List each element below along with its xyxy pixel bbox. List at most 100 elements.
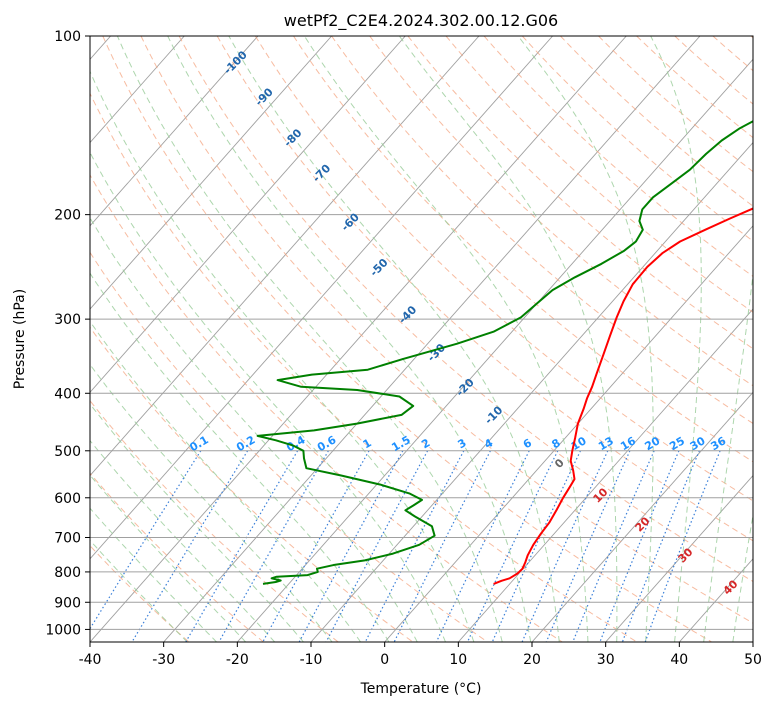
moist-adiabat xyxy=(90,363,333,642)
mixing-ratio-line xyxy=(621,450,700,642)
y-tick-label: 1000 xyxy=(45,622,81,638)
dry-adiabat-label: -60 xyxy=(339,210,362,233)
dry-adiabat-label: -20 xyxy=(454,376,477,399)
isotherm-line xyxy=(90,36,406,393)
mixing-ratio-line xyxy=(262,450,370,642)
mixing-ratio-line xyxy=(325,450,429,642)
x-tick-label: 20 xyxy=(523,652,541,668)
dry-adiabat xyxy=(750,36,753,39)
mixing-ratio-line xyxy=(364,450,465,642)
dry-adiabat xyxy=(407,36,753,350)
mixing-ratio-line xyxy=(435,450,530,642)
isotherm-line xyxy=(457,308,753,642)
dry-adiabat xyxy=(90,92,638,642)
moist-adiabat-label: 40 xyxy=(721,577,741,597)
moist-adiabat xyxy=(167,36,532,642)
y-axis-label: Pressure (hPa) xyxy=(12,289,28,389)
dry-adiabat-label: -70 xyxy=(310,161,333,184)
moist-adiabat xyxy=(90,70,475,642)
y-tick-label: 800 xyxy=(54,565,81,581)
dry-adiabat xyxy=(254,36,753,502)
isotherm-line xyxy=(163,36,701,642)
mixing-ratio-line xyxy=(491,450,582,642)
dry-adiabat xyxy=(293,36,753,463)
isotherm-line xyxy=(90,36,480,477)
isotherm-line xyxy=(384,225,753,642)
dry-adiabat xyxy=(483,36,753,277)
dry-adiabat xyxy=(521,36,753,242)
dry-adiabat xyxy=(90,399,339,642)
temperature-profile-line xyxy=(493,207,753,585)
x-tick-label: -20 xyxy=(226,652,249,668)
dry-adiabat-label: -100 xyxy=(221,48,250,77)
isotherm-line xyxy=(90,36,185,144)
moist-adiabat xyxy=(90,216,418,642)
dry-adiabat xyxy=(90,472,264,642)
y-tick-label: 700 xyxy=(54,531,81,547)
moist-adiabat xyxy=(517,36,654,642)
y-tick-label: 100 xyxy=(54,29,81,45)
moist-adiabat xyxy=(90,507,217,642)
isotherm-line xyxy=(605,474,753,642)
moist-adiabat xyxy=(228,36,560,642)
mixing-ratio-line xyxy=(572,450,655,642)
moist-adiabat-label: 30 xyxy=(676,545,696,565)
mixing-ratio-label: 6 xyxy=(521,436,534,451)
dry-adiabat xyxy=(90,544,190,642)
moist-adiabat xyxy=(90,403,304,642)
moist-adiabat xyxy=(116,36,503,642)
dry-adiabat xyxy=(90,251,488,642)
y-tick-label: 600 xyxy=(54,491,81,507)
plot-frame xyxy=(89,35,754,643)
x-tick-label: 10 xyxy=(449,652,467,668)
mixing-ratio-line xyxy=(131,450,249,642)
moist-adiabat xyxy=(650,36,702,642)
chart-title: wetPf2_C2E4.2024.302.00.12.G06 xyxy=(284,11,558,31)
x-tick-label: 40 xyxy=(670,652,688,668)
moist-adiabat xyxy=(90,320,361,642)
x-tick-label: -40 xyxy=(79,652,102,668)
dry-adiabat xyxy=(216,36,753,542)
mixing-ratio-line xyxy=(521,450,609,642)
dry-adiabat xyxy=(90,174,563,642)
dry-adiabat xyxy=(636,36,753,139)
moist-adiabat xyxy=(90,272,390,642)
pressure-grid xyxy=(90,36,753,630)
mixing-ratio-line xyxy=(466,450,559,642)
moist-adiabat xyxy=(90,474,247,642)
mixing-ratio-line xyxy=(599,450,680,642)
dry-adiabat-label: -10 xyxy=(482,403,505,426)
moist-adiabat xyxy=(90,439,276,642)
dry-adiabat-label: -90 xyxy=(253,85,276,108)
dewpoint-profile-line xyxy=(256,120,753,585)
adiabat-labels: 0.1 0.2 0.4 0.6 1 1.5 2 3 4 6 8 10 13 16 20 25 30 36-100-… xyxy=(187,48,740,597)
mixing-ratio-line xyxy=(298,450,404,642)
moist-adiabat-lines xyxy=(90,36,753,642)
y-axis: 100 200 300 400 500 600 700 800 900 1000 xyxy=(45,29,90,638)
mixing-ratio-label: 2 xyxy=(419,436,432,451)
isotherm-line xyxy=(90,36,553,560)
dry-adiabat xyxy=(369,36,753,387)
mixing-ratio-line xyxy=(185,450,299,642)
mixing-ratio-line xyxy=(218,450,329,642)
isotherm-lines xyxy=(90,36,753,642)
dry-adiabat xyxy=(90,326,414,642)
moist-adiabat xyxy=(703,270,753,642)
y-tick-label: 300 xyxy=(54,312,81,328)
isotherm-line xyxy=(752,641,753,642)
dry-adiabat-label: -80 xyxy=(281,126,304,149)
moist-adiabat-label: 10 xyxy=(591,485,611,505)
mixing-ratio-line xyxy=(90,450,202,630)
y-tick-label: 900 xyxy=(54,595,81,611)
dry-adiabat-lines xyxy=(90,36,753,642)
isotherm-line xyxy=(310,141,753,642)
x-axis: -40 -30 -20 -10 0 10 20 30 40 50 xyxy=(79,642,762,668)
x-tick-label: -10 xyxy=(300,652,323,668)
x-tick-label: -30 xyxy=(152,652,175,668)
x-tick-label: 0 xyxy=(380,652,389,668)
x-tick-label: 30 xyxy=(597,652,615,668)
isotherm-line xyxy=(236,58,753,642)
isotherm-line xyxy=(90,36,332,310)
mixing-ratio-lines xyxy=(90,450,721,642)
